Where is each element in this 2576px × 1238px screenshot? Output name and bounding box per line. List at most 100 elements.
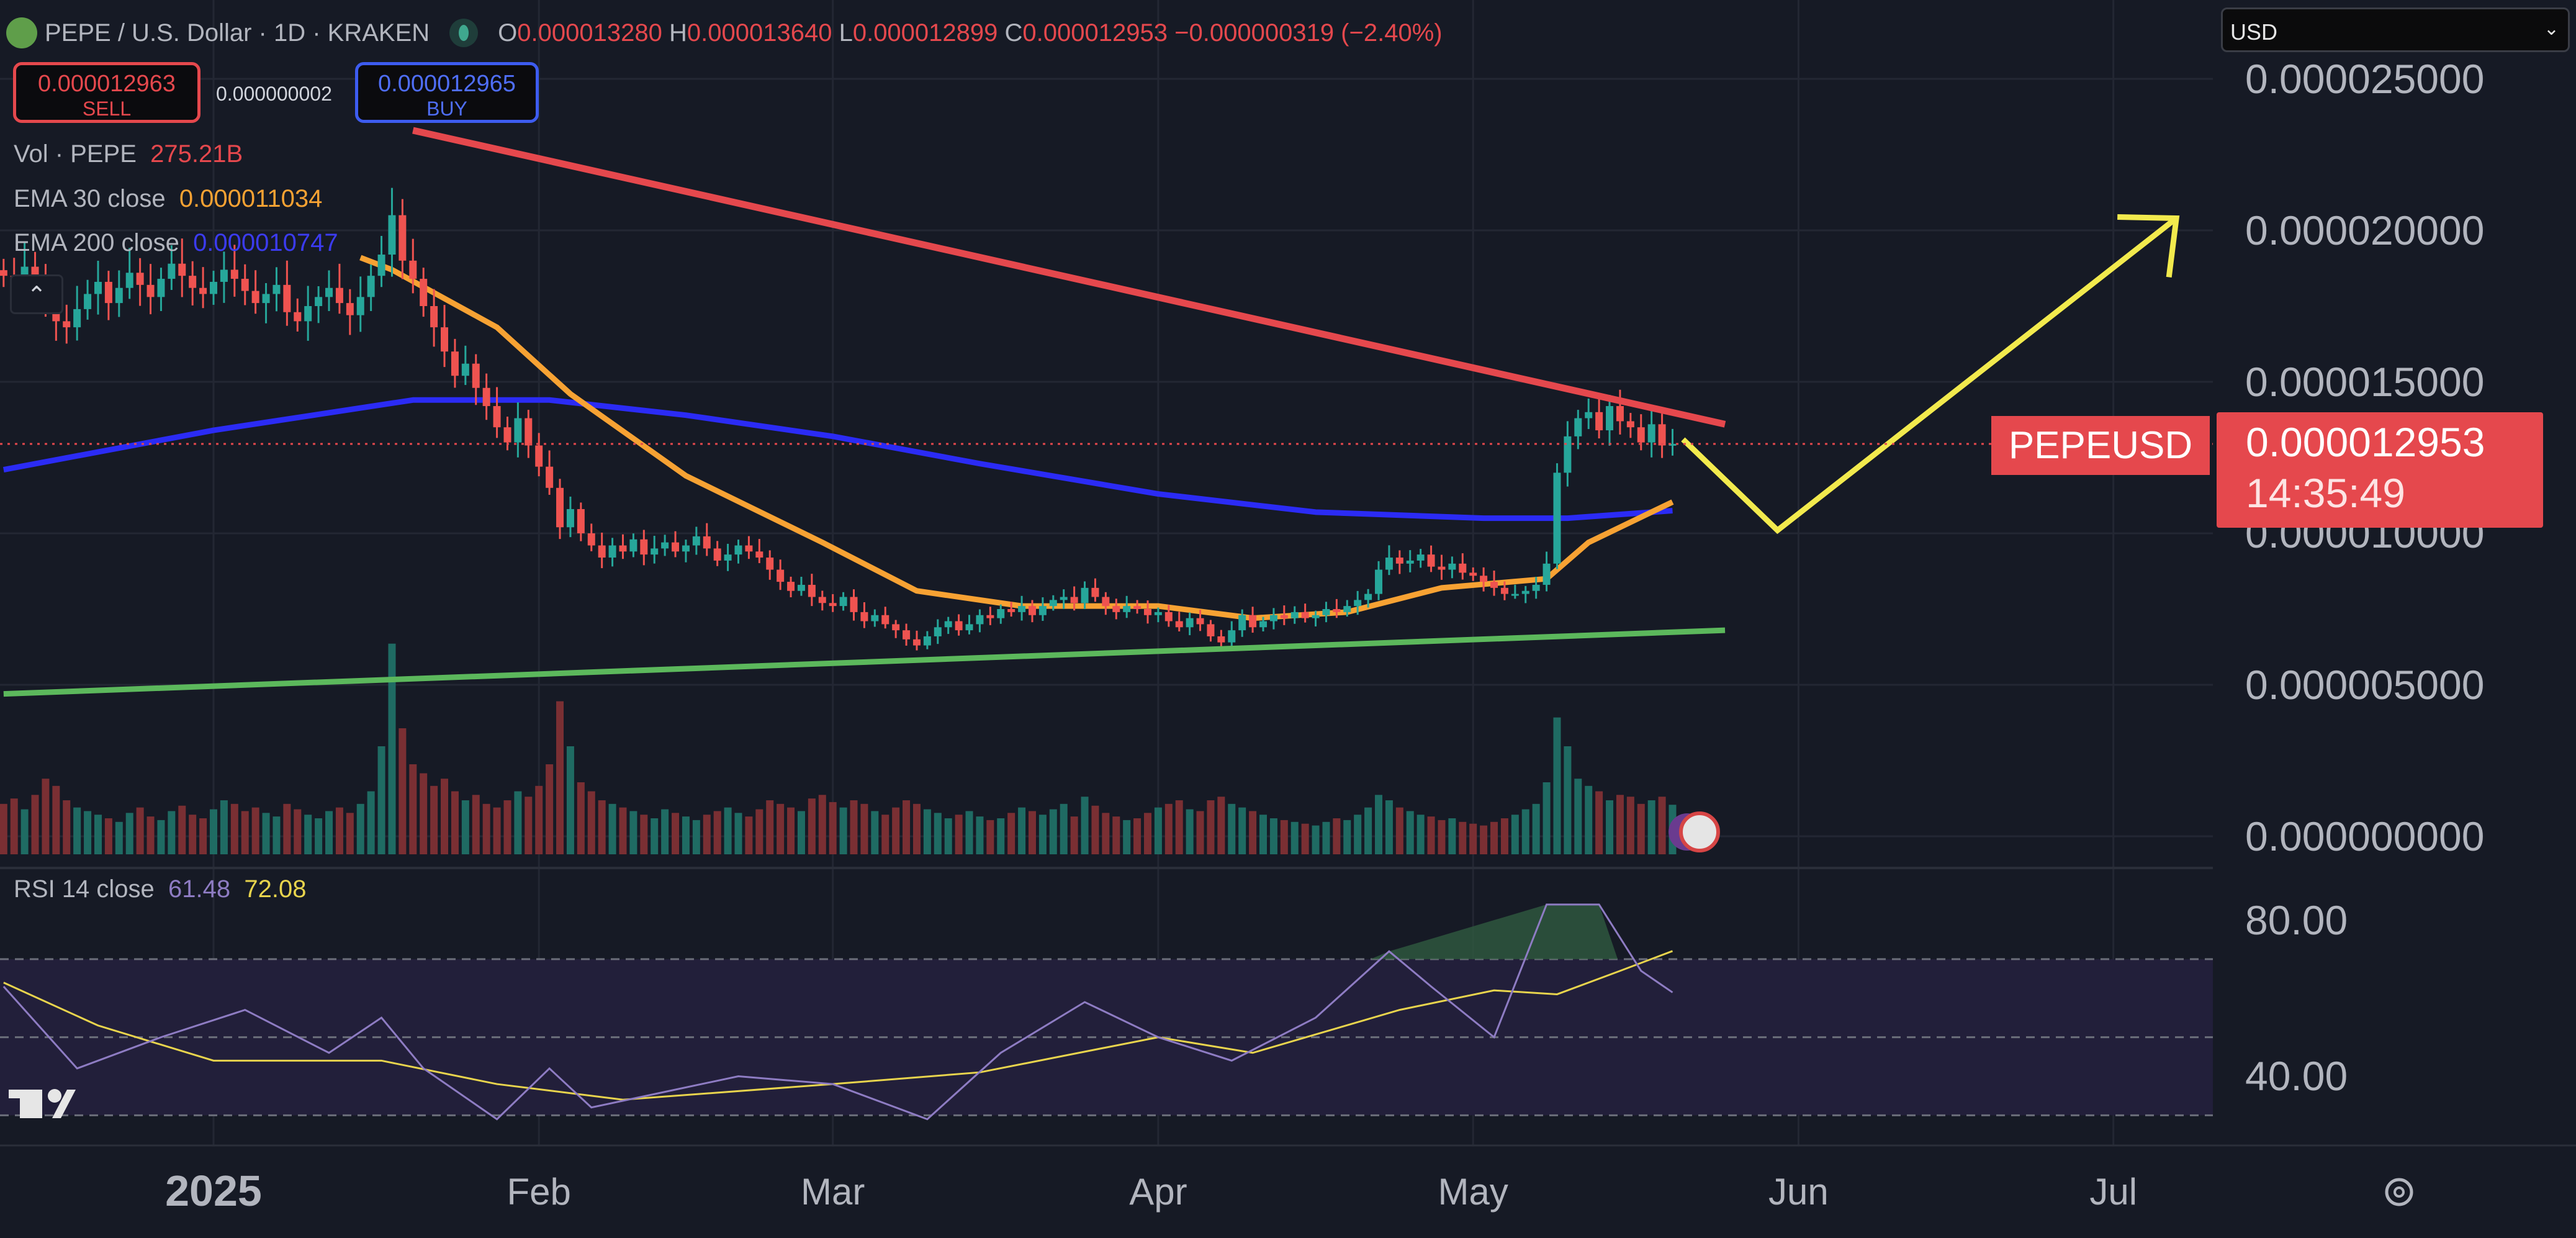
candle-body bbox=[315, 297, 323, 306]
volume-legend[interactable]: Vol · PEPE 275.21B bbox=[14, 140, 243, 168]
volume-bar bbox=[399, 728, 407, 854]
candle-body bbox=[294, 312, 302, 322]
volume-bar bbox=[251, 807, 259, 854]
volume-bar bbox=[629, 811, 637, 854]
volume-bar bbox=[651, 818, 659, 854]
volume-bar bbox=[546, 764, 554, 854]
candle-body bbox=[1553, 472, 1561, 564]
volume-bar bbox=[1490, 821, 1498, 854]
candle-body bbox=[1301, 612, 1309, 618]
sell-button[interactable]: 0.000012963 SELL bbox=[13, 62, 200, 123]
candle-body bbox=[724, 554, 732, 561]
candle-body bbox=[1606, 406, 1614, 431]
volume-bar bbox=[356, 803, 364, 854]
volume-bar bbox=[1143, 813, 1151, 854]
candle-body bbox=[335, 287, 343, 304]
volume-bar bbox=[944, 818, 952, 854]
candle-body bbox=[1091, 587, 1099, 597]
candle-body bbox=[94, 281, 102, 294]
market-status-icon bbox=[449, 19, 479, 47]
volume-bar bbox=[1480, 825, 1488, 854]
candle-body bbox=[210, 281, 217, 294]
candle-body bbox=[356, 297, 364, 315]
volume-bar bbox=[577, 782, 585, 854]
candle-body bbox=[178, 263, 186, 276]
candle-body bbox=[115, 287, 123, 304]
candle-body bbox=[1469, 572, 1477, 576]
candle-body bbox=[241, 279, 249, 291]
volume-bar bbox=[818, 795, 826, 854]
time-tick-label: Jul bbox=[2089, 1171, 2138, 1213]
price-tick-label: 0.000020000 bbox=[2245, 207, 2485, 253]
candle-body bbox=[1207, 624, 1215, 636]
candle-body bbox=[1259, 621, 1267, 628]
volume-bar bbox=[168, 811, 176, 854]
tradingview-logo-icon[interactable] bbox=[9, 1089, 76, 1118]
volume-bar bbox=[892, 807, 900, 854]
volume-bar bbox=[493, 807, 501, 854]
volume-bar bbox=[283, 803, 291, 854]
rsi-tick-label: 40.00 bbox=[2245, 1053, 2348, 1100]
candle-body bbox=[535, 445, 543, 467]
candle-body bbox=[1658, 424, 1666, 446]
rsi-line bbox=[2, 903, 1673, 1121]
volume-bar bbox=[1542, 782, 1551, 854]
candle-body bbox=[1427, 554, 1435, 567]
volume-bar bbox=[335, 807, 343, 854]
volume-bar bbox=[157, 820, 165, 854]
volume-bar bbox=[125, 813, 133, 854]
volume-bar bbox=[1553, 717, 1561, 854]
candle-body bbox=[146, 284, 155, 297]
volume-bar bbox=[1081, 797, 1089, 854]
rsi-legend[interactable]: RSI 14 close 61.48 72.08 bbox=[14, 875, 307, 903]
volume-bar bbox=[1102, 813, 1110, 854]
candle-body bbox=[514, 418, 522, 443]
volume-bar bbox=[1395, 807, 1403, 854]
volume-bar bbox=[1301, 823, 1309, 854]
drawings[interactable] bbox=[3, 127, 2180, 697]
volume-bar bbox=[1459, 821, 1467, 854]
volume-bar bbox=[1574, 779, 1582, 854]
candle-body bbox=[1154, 612, 1162, 615]
candle-body bbox=[934, 627, 942, 636]
candle-body bbox=[220, 269, 228, 282]
volume-bar bbox=[1364, 807, 1372, 854]
candle-body bbox=[84, 294, 92, 309]
candle-body bbox=[672, 542, 680, 552]
volume-bar bbox=[934, 813, 942, 854]
volume-bar bbox=[178, 805, 186, 854]
buy-button[interactable]: 0.000012965 BUY bbox=[355, 62, 539, 123]
volume-bar bbox=[1500, 818, 1508, 854]
candle-body bbox=[230, 269, 238, 279]
symbol-title[interactable]: PEPE / U.S. Dollar · 1D · KRAKEN bbox=[45, 19, 430, 47]
candle-body bbox=[955, 621, 963, 631]
volume-bar bbox=[241, 811, 249, 854]
volume-bar bbox=[1416, 815, 1425, 854]
buy-price: 0.000012965 bbox=[378, 71, 516, 97]
collapse-legend-button[interactable]: ⌃ bbox=[10, 274, 63, 314]
volume-bar bbox=[1133, 818, 1142, 854]
candle-body bbox=[944, 621, 952, 628]
candle-body bbox=[871, 615, 879, 621]
last-price-value: 0.000012953 bbox=[2246, 419, 2485, 465]
candle-body bbox=[598, 545, 606, 558]
candle-body bbox=[136, 273, 144, 285]
candle-body bbox=[1564, 436, 1572, 473]
settings-gear-icon[interactable] bbox=[2385, 1178, 2413, 1206]
ema30-legend[interactable]: EMA 30 close 0.000011034 bbox=[14, 185, 323, 212]
volume-bar bbox=[451, 791, 459, 854]
currency-select[interactable]: USD ⌄ bbox=[2221, 7, 2570, 52]
volume-bar bbox=[734, 813, 742, 854]
price-tick-label: 0.000005000 bbox=[2245, 662, 2485, 708]
candle-body bbox=[1542, 563, 1551, 585]
volume-bar bbox=[777, 803, 785, 854]
volume-bar bbox=[220, 800, 228, 854]
spread-value: 0.000000002 bbox=[216, 83, 332, 105]
candle-body bbox=[1123, 606, 1131, 612]
chevron-down-icon: ⌄ bbox=[2543, 19, 2559, 39]
ema200-legend[interactable]: EMA 200 close 0.000010747 bbox=[14, 229, 338, 256]
candle-body bbox=[587, 533, 595, 546]
candle-body bbox=[125, 273, 133, 288]
volume-bar bbox=[912, 803, 921, 854]
